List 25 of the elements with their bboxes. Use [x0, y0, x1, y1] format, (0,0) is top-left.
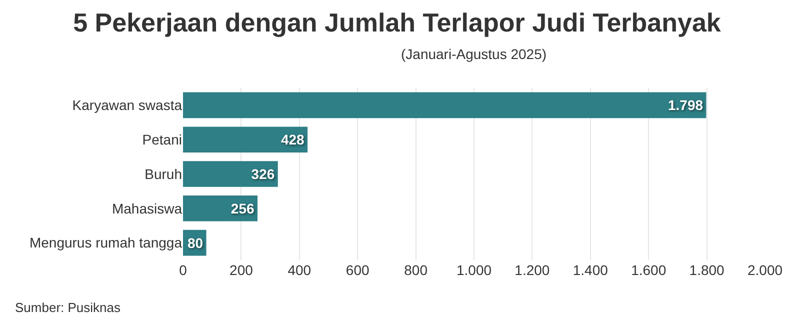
x-tick-label: 1.800: [689, 262, 725, 278]
y-tick-label: Mengurus rumah tangga: [29, 234, 182, 251]
y-tick-label: Karyawan swasta: [72, 97, 182, 114]
x-tick-label: 1.600: [631, 262, 666, 278]
x-tick-label: 1.400: [572, 262, 608, 278]
data-label: 326: [251, 166, 275, 182]
y-tick-label: Petani: [142, 132, 182, 148]
x-tick-label: 600: [346, 262, 370, 278]
y-tick-label: Buruh: [144, 166, 182, 182]
data-label: 428: [280, 132, 305, 148]
chart-title: 5 Pekerjaan dengan Jumlah Terlapor Judi Terbanyak: [73, 7, 722, 38]
data-label: 256: [230, 200, 254, 216]
bar: [183, 92, 706, 118]
x-tick-label: 1.000: [456, 262, 492, 278]
x-tick-label: 2.000: [747, 262, 783, 278]
data-label: 80: [187, 234, 204, 251]
x-tick-label: 1.200: [514, 262, 550, 278]
x-tick-label: 200: [230, 262, 254, 278]
x-tick-label: 0: [179, 262, 188, 278]
y-tick-label: Mahasiswa: [112, 200, 182, 216]
chart-subtitle: (Januari-Agustus 2025): [401, 46, 547, 62]
data-label: 1.798: [668, 97, 704, 114]
x-tick-label: 800: [404, 262, 428, 278]
text: Sumber: Pusiknas: [15, 300, 121, 315]
x-tick-label: 400: [288, 262, 312, 278]
